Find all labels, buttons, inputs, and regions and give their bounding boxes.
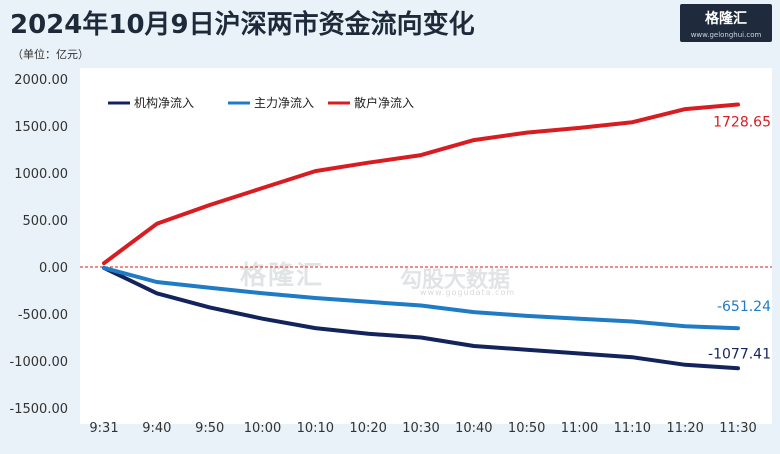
end-value-label: -1077.41 (708, 346, 771, 362)
x-tick-label: 10:10 (297, 421, 334, 436)
end-value-label: 1728.65 (713, 115, 771, 131)
x-tick-label: 11:00 (561, 421, 598, 436)
x-tick-label: 10:50 (508, 421, 545, 436)
legend-label: 机构净流入 (134, 95, 194, 110)
x-tick-label: 11:30 (719, 421, 756, 436)
legend-label: 散户净流入 (354, 95, 414, 110)
x-tick-label: 10:20 (349, 421, 386, 436)
legend-label: 主力净流入 (254, 96, 314, 110)
watermark-right: 勾股大数据 (400, 268, 511, 293)
x-tick-label: 9:50 (195, 421, 224, 436)
x-tick-label: 10:30 (402, 421, 439, 436)
plot-area (80, 68, 772, 424)
series-line-2 (102, 102, 740, 266)
end-labels: -1077.41 -651.24 1728.65 (708, 115, 771, 363)
legend: 机构净流入 主力净流入 散户净流入 (108, 95, 414, 110)
watermark-left: 格隆汇 (240, 261, 325, 291)
y-tick-label: -1000.00 (10, 355, 68, 370)
brand-name: 格隆汇 (705, 11, 747, 27)
x-tick-label: 9:40 (142, 421, 171, 436)
x-axis: 9:31 9:40 9:50 10:00 10:10 10:20 10:30 10:40 10:… (89, 421, 756, 436)
x-tick-label: 10:40 (455, 421, 492, 436)
y-tick-label: 1500.00 (14, 120, 68, 135)
y-tick-label: -500.00 (18, 308, 68, 323)
y-tick-label: 1000.00 (14, 167, 68, 182)
series-line-1 (102, 265, 740, 331)
x-tick-label: 9:31 (89, 421, 118, 436)
watermark-url: www.gogudata.com (420, 288, 516, 297)
x-tick-label: 10:00 (244, 421, 281, 436)
y-axis: 2000.00 1500.00 1000.00 500.00 0.00 -500.00 -1… (10, 73, 68, 417)
series-group (102, 102, 740, 371)
x-tick-label: 11:10 (614, 421, 651, 436)
y-tick-label: -1500.00 (10, 402, 68, 417)
y-tick-label: 0.00 (39, 261, 68, 276)
y-tick-label: 500.00 (23, 214, 69, 229)
series-line-0 (102, 265, 740, 371)
unit-label: （单位：亿元） (12, 48, 89, 61)
brand-url: www.gelonghui.com (690, 31, 762, 39)
x-tick-label: 11:20 (666, 421, 703, 436)
end-value-label: -651.24 (717, 299, 771, 315)
y-tick-label: 2000.00 (14, 73, 68, 88)
brand-logo: 格隆汇 www.gelonghui.com (680, 4, 772, 42)
chart-title: 2024年10月9日沪深两市资金流向变化 (10, 10, 475, 40)
